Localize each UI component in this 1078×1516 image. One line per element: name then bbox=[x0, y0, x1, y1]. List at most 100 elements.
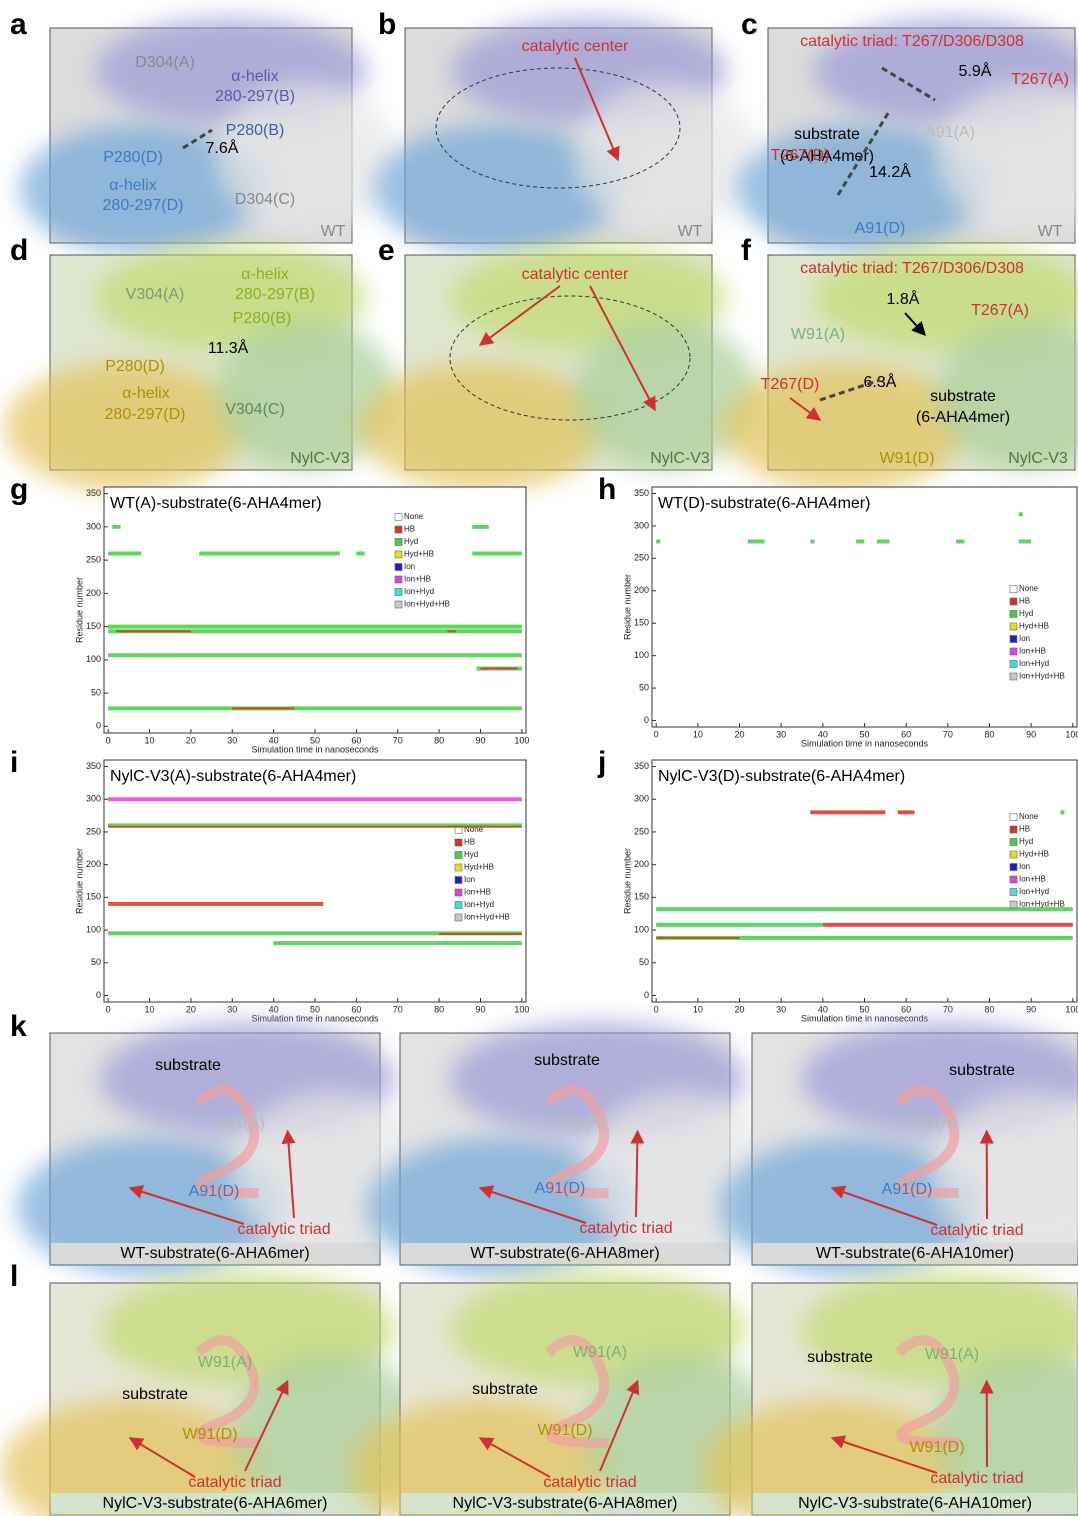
interaction-band bbox=[748, 539, 765, 543]
interaction-band bbox=[199, 551, 340, 555]
y-tick-label: 150 bbox=[634, 892, 649, 902]
panel-text: NylC-V3 bbox=[650, 450, 710, 467]
x-tick-label: 100 bbox=[1065, 729, 1078, 739]
legend-swatch bbox=[395, 564, 402, 571]
panel-text: W91(A) bbox=[791, 326, 845, 343]
panel-text: P280(D) bbox=[103, 149, 163, 166]
legend-label: Ion+Hyd bbox=[1019, 659, 1049, 668]
legend-label: HB bbox=[1019, 825, 1030, 834]
x-tick-label: 70 bbox=[393, 735, 403, 745]
panel-text: 280-297(B) bbox=[235, 286, 315, 303]
legend-swatch bbox=[1010, 839, 1017, 846]
plot-frame bbox=[104, 487, 526, 733]
interaction-band bbox=[447, 630, 455, 632]
y-tick-label: 0 bbox=[96, 721, 101, 731]
x-tick-label: 30 bbox=[776, 1004, 786, 1014]
legend-swatch bbox=[1010, 889, 1017, 896]
y-axis-label: Residue number bbox=[622, 848, 632, 914]
legend-swatch bbox=[455, 914, 462, 921]
panel-text: A91(D) bbox=[855, 220, 906, 237]
panel-text: α-helix bbox=[109, 177, 156, 194]
interaction-band bbox=[810, 810, 885, 814]
panel-text: catalytic triad: T267/D306/D308 bbox=[800, 260, 1024, 277]
panel-label: j bbox=[597, 746, 606, 779]
legend-swatch bbox=[395, 601, 402, 608]
panel-text: catalytic triad bbox=[188, 1474, 281, 1491]
interaction-band bbox=[656, 539, 660, 543]
panel-text: W91(D) bbox=[537, 1422, 592, 1439]
panel-text: substrate bbox=[155, 1057, 221, 1074]
panel-label: k bbox=[10, 1010, 27, 1043]
panel-text: A91(A) bbox=[555, 1115, 605, 1132]
surface-blob bbox=[722, 363, 968, 492]
panel-text: catalytic triad bbox=[579, 1220, 672, 1237]
panel-text: T267(A) bbox=[971, 302, 1029, 319]
panel-text: catalytic center bbox=[522, 38, 629, 55]
y-tick-label: 150 bbox=[634, 618, 649, 628]
panel-caption: WT-substrate(6-AHA6mer) bbox=[120, 1245, 309, 1262]
figure: aD304(A)α-helix280-297(B)P280(B)7.6ÅP280… bbox=[0, 0, 1078, 1516]
y-tick-label: 200 bbox=[86, 859, 101, 869]
x-tick-label: 70 bbox=[393, 1004, 403, 1014]
legend-swatch bbox=[1010, 648, 1017, 655]
legend-swatch bbox=[395, 551, 402, 558]
panel-text: 280-297(D) bbox=[103, 197, 184, 214]
legend-label: Hyd bbox=[464, 850, 478, 859]
panel-label: e bbox=[378, 234, 395, 267]
legend-swatch bbox=[1010, 586, 1017, 593]
plot-frame bbox=[652, 487, 1077, 727]
legend-label: HB bbox=[464, 838, 475, 847]
y-tick-label: 50 bbox=[639, 682, 649, 692]
legend-swatch bbox=[1010, 876, 1017, 883]
y-tick-label: 350 bbox=[634, 761, 649, 771]
legend-label: Ion+HB bbox=[1019, 875, 1046, 884]
interaction-band bbox=[898, 810, 915, 814]
legend-label: Ion+HB bbox=[1019, 647, 1046, 656]
legend-swatch bbox=[455, 889, 462, 896]
y-tick-label: 250 bbox=[634, 553, 649, 563]
chart-title: NylC-V3(A)-substrate(6-AHA4mer) bbox=[110, 768, 356, 785]
interaction-band bbox=[108, 706, 522, 710]
panel-text: WT bbox=[1038, 223, 1063, 240]
panel-text: W91(D) bbox=[182, 1426, 237, 1443]
panel-text: substrate bbox=[534, 1052, 600, 1069]
panel-text: V304(A) bbox=[126, 286, 185, 303]
y-axis-label: Residue number bbox=[622, 574, 632, 640]
plot-frame bbox=[104, 760, 526, 1002]
panel-caption: NylC-V3-substrate(6-AHA10mer) bbox=[798, 1495, 1032, 1512]
x-tick-label: 10 bbox=[145, 735, 155, 745]
panel-text: T267(D) bbox=[761, 376, 820, 393]
y-tick-label: 150 bbox=[86, 621, 101, 631]
legend-swatch bbox=[455, 839, 462, 846]
x-tick-label: 100 bbox=[514, 1004, 529, 1014]
interaction-band bbox=[274, 941, 522, 945]
x-tick-label: 30 bbox=[776, 729, 786, 739]
y-tick-label: 200 bbox=[634, 585, 649, 595]
panel-text: P280(D) bbox=[105, 358, 165, 375]
y-tick-label: 0 bbox=[644, 990, 649, 1000]
panel-text: NylC-V3 bbox=[290, 450, 350, 467]
y-tick-label: 350 bbox=[86, 488, 101, 498]
y-axis-label: Residue number bbox=[74, 577, 84, 643]
panel-text: 280-297(B) bbox=[215, 88, 295, 105]
legend-swatch bbox=[1010, 611, 1017, 618]
x-tick-label: 20 bbox=[734, 729, 744, 739]
panel-text: substrate bbox=[122, 1386, 188, 1403]
legend-label: Hyd bbox=[1019, 837, 1033, 846]
x-tick-label: 80 bbox=[434, 1004, 444, 1014]
legend-swatch bbox=[1010, 673, 1017, 680]
panel-label: i bbox=[10, 746, 18, 779]
panel-text: 7.6Å bbox=[206, 138, 239, 157]
legend-swatch bbox=[395, 576, 402, 583]
legend-swatch bbox=[455, 864, 462, 871]
legend-swatch bbox=[395, 539, 402, 546]
panel-text: α-helix bbox=[122, 385, 169, 402]
x-tick-label: 80 bbox=[984, 1004, 994, 1014]
legend-swatch bbox=[1010, 826, 1017, 833]
legend-label: Hyd bbox=[1019, 609, 1033, 618]
panel-text: α-helix bbox=[241, 266, 288, 283]
panel-text: D304(C) bbox=[235, 191, 295, 208]
panel-text: (6-AHA4mer) bbox=[916, 409, 1010, 426]
interaction-band bbox=[232, 707, 294, 709]
y-tick-label: 350 bbox=[634, 488, 649, 498]
